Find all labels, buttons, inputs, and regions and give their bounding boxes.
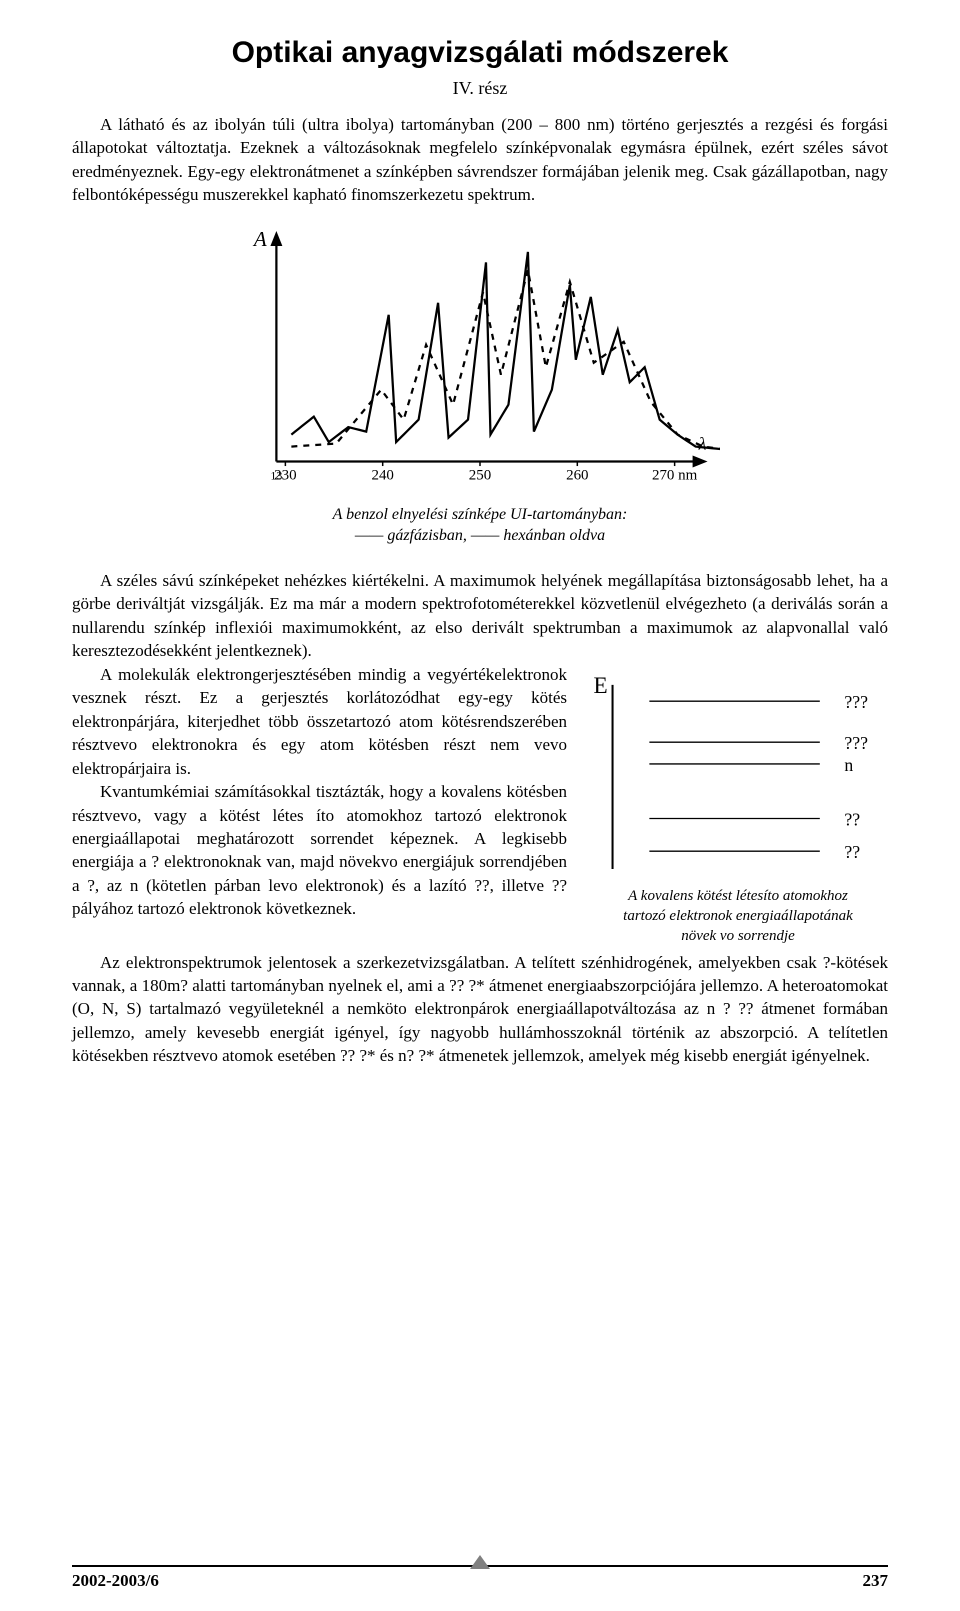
caption2-line2: tartozó elektronok energiaállapotának: [623, 908, 853, 924]
caption2-line1: A kovalens kötést létesíto atomokhoz: [628, 888, 848, 904]
svg-text:260: 260: [566, 467, 588, 483]
svg-text:E: E: [593, 673, 607, 699]
paragraph-1: A látható és az ibolyán túli (ultra ibol…: [72, 113, 888, 207]
caption1-line1: A benzol elnyelési színképe UI-tartomány…: [333, 506, 628, 523]
footer-triangle-icon: [470, 1555, 490, 1569]
svg-text:240: 240: [371, 467, 393, 483]
figure1-caption: A benzol elnyelési színképe UI-tartomány…: [72, 504, 888, 547]
svg-text:???: ???: [844, 692, 868, 712]
svg-text:???: ???: [844, 733, 868, 753]
svg-text:13: 13: [270, 468, 282, 482]
svg-text:??: ??: [844, 809, 860, 829]
page-footer: 2002-2003/6 237: [72, 1565, 888, 1591]
footer-issue: 2002-2003/6: [72, 1571, 159, 1590]
svg-text:??: ??: [844, 842, 860, 862]
paragraph-2: A széles sávú színképeket nehézkes kiért…: [72, 569, 888, 663]
figure2-caption: A kovalens kötést létesíto atomokhoz tar…: [588, 886, 888, 947]
svg-text:n: n: [844, 755, 853, 775]
caption2-line3: növek vo sorrendje: [681, 928, 795, 944]
energy-levels-figure: E ??????n???? A kovalens kötést létesíto…: [588, 671, 888, 947]
paragraph-3: A molekulák elektrongerjesztésében mindi…: [72, 663, 567, 780]
svg-text:A: A: [252, 227, 267, 251]
page-subtitle: IV. rész: [72, 78, 888, 99]
paragraph-4: Kvantumkémiai számításokkal tisztázták, …: [72, 780, 567, 921]
svg-text:250: 250: [469, 467, 491, 483]
energy-levels-svg: E ??????n????: [588, 671, 888, 876]
spectrum-figure: A λ 230240250260270 nm 13: [240, 225, 720, 492]
footer-page-number: 237: [863, 1571, 889, 1591]
paragraph-5: Az elektronspektrumok jelentosek a szerk…: [72, 947, 888, 1068]
spectrum-svg: A λ 230240250260270 nm 13: [240, 225, 720, 487]
caption1-line2: —— gázfázisban, —— hexánban oldva: [355, 527, 605, 544]
svg-text:270 nm: 270 nm: [652, 467, 698, 483]
page-title: Optikai anyagvizsgálati módszerek: [72, 36, 888, 70]
